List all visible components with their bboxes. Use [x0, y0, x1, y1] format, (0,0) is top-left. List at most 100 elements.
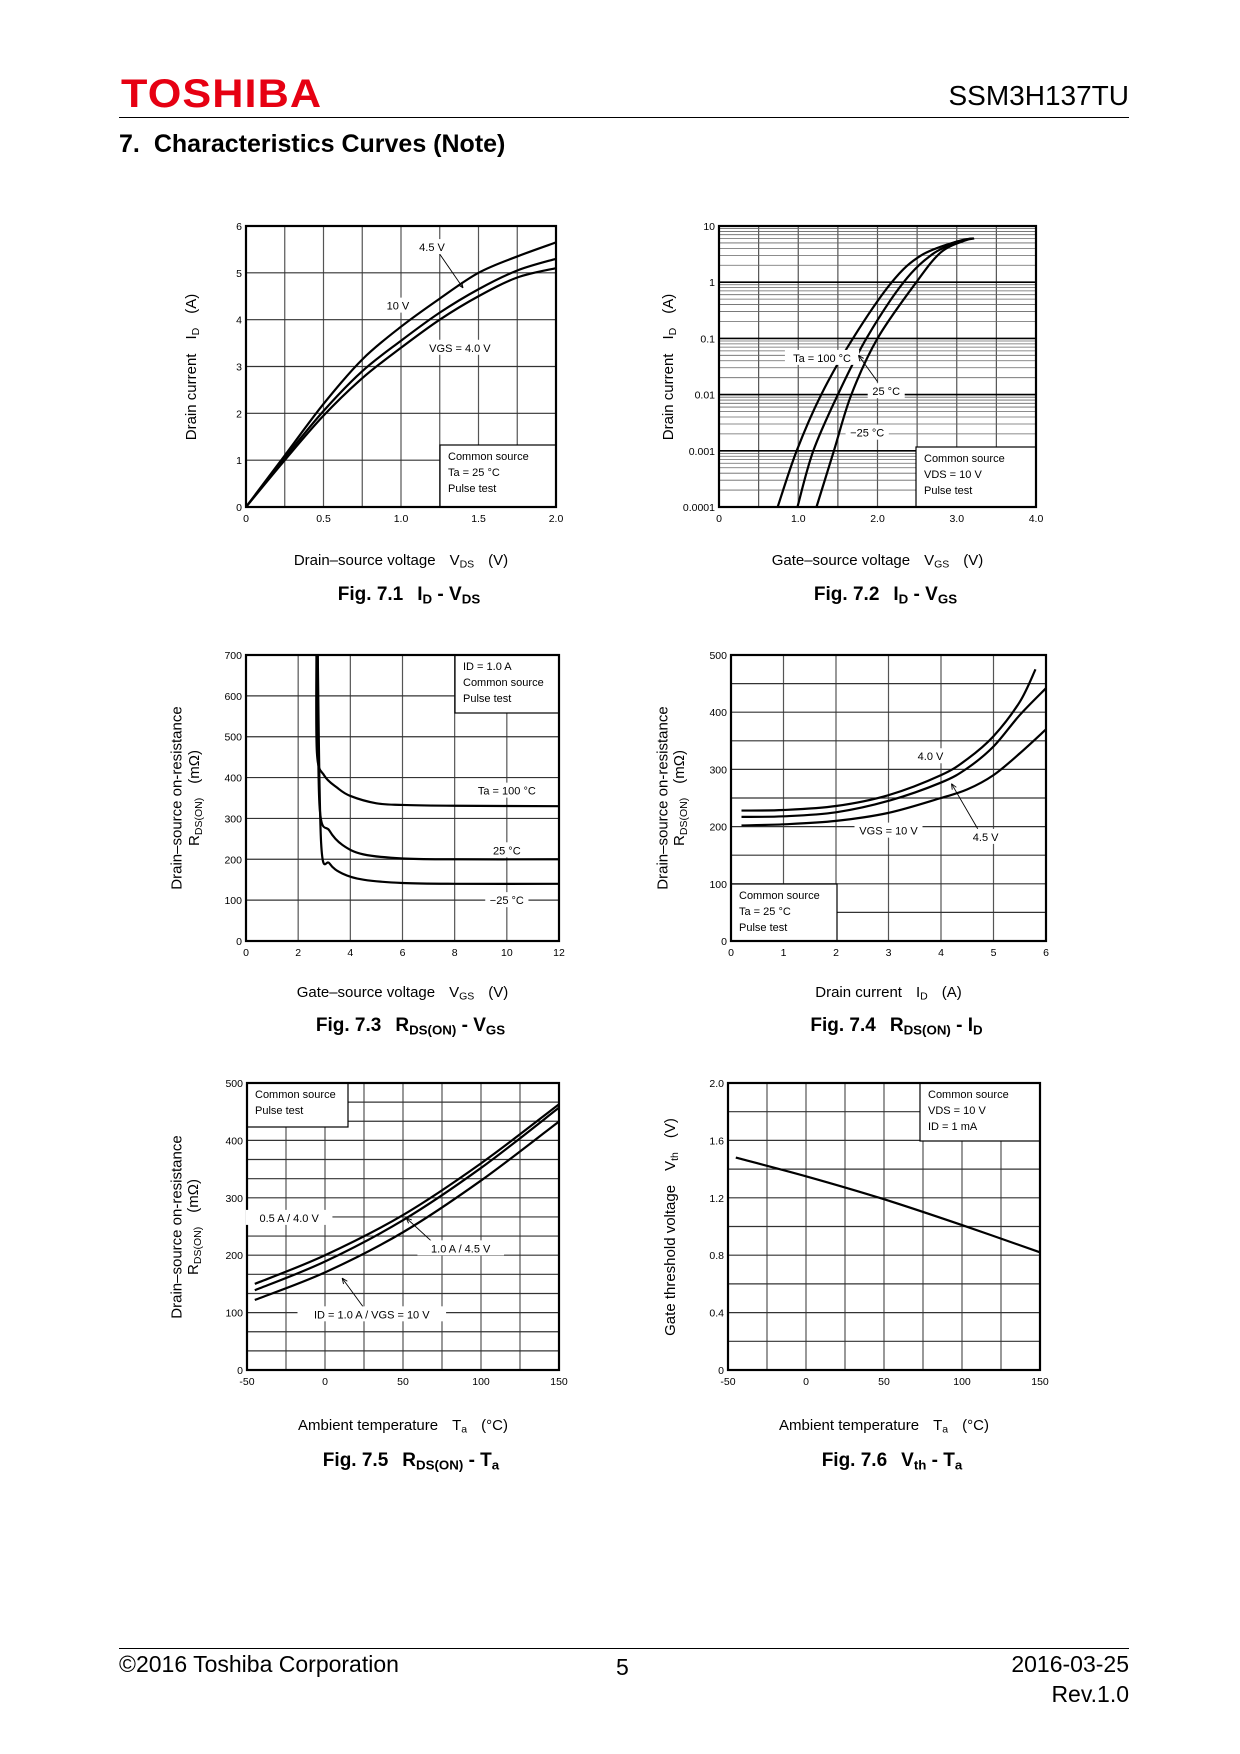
annotation-label: ID = 1.0 A / VGS = 10 V	[314, 1309, 430, 1321]
y-tick-label: 0	[236, 936, 242, 948]
x-tick-label: 100	[472, 1376, 490, 1388]
annotation-bg	[845, 424, 889, 440]
legend-text: Pulse test	[739, 922, 787, 934]
figure-caption: Fig. 7.3 RDS(ON) - VGS	[316, 1015, 505, 1037]
annotation-bg	[867, 383, 905, 399]
copyright: ©2016 Toshiba Corporation	[119, 1651, 399, 1677]
figure-caption: Fig. 7.6 Vth - Ta	[822, 1450, 963, 1472]
x-axis-label-text: Ambient temperature	[779, 1417, 920, 1434]
y-tick-label: 1.2	[709, 1193, 724, 1205]
annotation-bg	[784, 349, 860, 365]
plot-frame	[729, 653, 1048, 943]
x-tick-label: 50	[397, 1376, 409, 1388]
annotation-label: Ta = 100 °C	[793, 353, 851, 365]
series-curve	[776, 237, 973, 508]
y-tick-label: 2	[236, 408, 242, 420]
arrowhead-icon	[858, 354, 864, 362]
y-tick-label: 5	[236, 268, 242, 280]
series-curve	[245, 257, 557, 508]
y-tick-label: 0	[237, 1365, 243, 1377]
x-tick-label: 150	[550, 1376, 568, 1388]
annotation-label: 4.5 V	[419, 242, 445, 254]
caption-dash: -	[926, 1450, 944, 1471]
y-tick-label: 400	[709, 707, 727, 719]
annotation-label: VGS = 10 V	[859, 826, 918, 838]
symbol-subscript: DS(ON)	[416, 1457, 464, 1473]
annotation-label: 25 °C	[493, 845, 521, 857]
symbol: VDS	[449, 584, 481, 607]
y-tick-label: 0.4	[709, 1308, 724, 1320]
legend-box	[730, 883, 838, 942]
y-tick-label: 500	[225, 1078, 243, 1090]
y-axis-label-text: Drain–source on-resistance	[654, 706, 672, 890]
y-tick-label: 300	[224, 813, 242, 825]
y-axis-label: Gate threshold voltage Vth (V)	[661, 1118, 685, 1336]
annotation-arrow	[405, 1217, 435, 1245]
x-tick-label: 0	[243, 947, 249, 959]
series-curve	[316, 654, 560, 885]
x-tick-label: 1.0	[791, 513, 806, 525]
y-tick-label: 0.1	[700, 333, 715, 345]
series-curve	[245, 241, 557, 508]
x-axis-label: Ambient temperature Ta (°C)	[779, 1417, 989, 1436]
x-axis-label: Ambient temperature Ta (°C)	[298, 1417, 508, 1436]
annotation-label: 10 V	[387, 301, 410, 313]
legend-box	[915, 446, 1037, 508]
y-tick-label: 100	[709, 879, 727, 891]
y-tick-label: 1.6	[709, 1135, 724, 1147]
x-tick-label: 150	[1031, 1376, 1049, 1388]
y-tick-label: 300	[709, 764, 727, 776]
symbol-subscript: GS	[459, 990, 475, 1003]
part-number: SSM3H137TU	[948, 80, 1129, 111]
annotation-label: 1.0 A / 4.5 V	[431, 1243, 491, 1255]
y-tick-label: 100	[224, 895, 242, 907]
symbol-subscript: DS	[461, 591, 481, 607]
symbol: ID	[893, 584, 909, 607]
y-axis-label: Drain–source on-resistance	[168, 706, 187, 889]
unit: (V)	[963, 552, 984, 569]
y-tick-label: 100	[225, 1308, 243, 1320]
arrowhead-icon	[341, 1277, 348, 1285]
date: 2016-03-25	[1011, 1651, 1129, 1677]
symbol-subscript: D	[920, 990, 928, 1003]
x-tick-label: 2.0	[549, 513, 564, 525]
symbol-subscript: DS(ON)	[677, 797, 690, 836]
symbol: Ta	[933, 1417, 949, 1436]
figure-number: Fig. 7.4	[810, 1015, 876, 1036]
unit: (A)	[660, 293, 678, 314]
symbol-subscript: DS	[459, 558, 475, 571]
unit: (°C)	[962, 1417, 989, 1434]
legend-text: Common source	[739, 890, 820, 902]
symbol: Vth	[662, 1151, 681, 1171]
y-tick-label: 0.0001	[683, 502, 715, 514]
series-curve	[741, 728, 1047, 827]
revision: Rev.1.0	[1051, 1681, 1129, 1707]
header-divider	[119, 117, 1129, 118]
arrowhead-icon	[457, 281, 464, 289]
figure-number: Fig. 7.3	[315, 1015, 382, 1036]
chart-2: Common source VDS = 10 V Pulse test Ta = 10…	[683, 221, 1044, 525]
annotation-label: −25 °C	[850, 428, 884, 440]
x-tick-label: 5	[991, 947, 997, 959]
y-axis-label: RDS(ON) (mΩ)	[184, 1179, 208, 1275]
symbol-subscript: a	[491, 1457, 500, 1473]
annotation-bg	[485, 892, 529, 908]
unit: (A)	[941, 984, 962, 1001]
caption-dash: -	[456, 1015, 474, 1036]
x-axis-label: Drain current ID (A)	[815, 984, 961, 1003]
symbol: Ta	[480, 1450, 500, 1473]
x-axis-label-text: Gate–source voltage	[771, 552, 911, 569]
y-tick-label: 400	[224, 773, 242, 785]
x-axis-label-text: Drain current	[815, 984, 902, 1001]
symbol-subscript: D	[189, 327, 202, 335]
y-axis-label-text: Drain current	[183, 353, 201, 440]
toshiba-logo: TOSHIBA	[121, 72, 323, 116]
x-tick-label: 0	[716, 513, 722, 525]
symbol-subscript: D	[422, 591, 433, 607]
symbol-subscript: a	[954, 1457, 963, 1473]
legend-text: Common source	[928, 1089, 1009, 1101]
annotation-arrow	[951, 783, 979, 830]
legend-box	[454, 654, 560, 714]
y-tick-label: 500	[709, 650, 727, 662]
